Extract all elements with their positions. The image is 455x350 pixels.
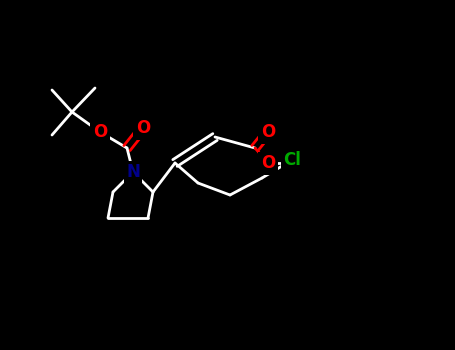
- Text: O: O: [261, 154, 275, 172]
- Text: N: N: [126, 163, 140, 181]
- Text: O: O: [136, 119, 150, 137]
- Text: O: O: [93, 123, 107, 141]
- Text: O: O: [261, 123, 275, 141]
- Text: Cl: Cl: [283, 151, 301, 169]
